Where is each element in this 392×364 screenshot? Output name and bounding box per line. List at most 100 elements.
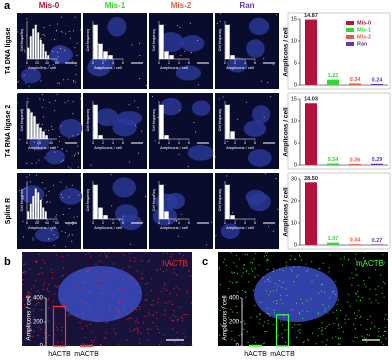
spot (71, 234, 73, 236)
inset-tick-label: 4 (112, 141, 114, 145)
spot (50, 268, 52, 270)
spot (360, 324, 362, 326)
spot (321, 322, 323, 324)
spot (374, 269, 377, 271)
spot (222, 308, 225, 310)
spot (118, 301, 120, 304)
spot (366, 328, 368, 330)
spot (364, 251, 366, 253)
spot (140, 278, 142, 280)
histogram-bar (93, 104, 98, 139)
spot (173, 309, 175, 312)
spot (347, 258, 349, 260)
spot (321, 329, 323, 331)
spot (186, 265, 188, 268)
spot (131, 276, 133, 278)
spot (362, 257, 365, 259)
histogram-bar (47, 55, 50, 59)
spot (339, 337, 341, 339)
spot (363, 279, 365, 282)
spot (237, 319, 240, 322)
spot (385, 338, 387, 340)
spot (48, 320, 50, 323)
spot (322, 262, 324, 264)
spot (25, 332, 27, 334)
spot (42, 259, 44, 261)
spot (23, 304, 26, 306)
spot (81, 287, 83, 289)
spot (129, 252, 131, 255)
spot (121, 301, 124, 303)
spot (321, 327, 323, 329)
spot (19, 190, 21, 192)
spot (27, 303, 29, 305)
spot (367, 318, 369, 320)
inset-tick-label: 0 (92, 221, 94, 225)
inset-x-label: Amplicons / cell (94, 65, 122, 70)
histogram-bar (45, 135, 48, 139)
spot (368, 335, 371, 337)
spot (319, 268, 321, 270)
spot (61, 326, 63, 328)
y-axis-label: Amplicons / cell (283, 187, 290, 237)
spot (320, 290, 322, 292)
spot (247, 341, 249, 343)
histogram-bar (230, 55, 235, 59)
spot (70, 167, 72, 169)
spot (184, 336, 186, 338)
spot (363, 283, 365, 285)
spot (184, 51, 186, 53)
spot (130, 243, 132, 245)
legend-label: Mis-0 (357, 20, 371, 26)
spot (218, 98, 220, 100)
spot (228, 295, 231, 297)
spot (241, 289, 243, 292)
spot (162, 253, 165, 255)
spot (217, 308, 219, 310)
spot (28, 291, 30, 294)
inset-x-label: Amplicons / cell (28, 145, 56, 150)
inset-y-label: Cell frequency (86, 109, 90, 132)
spot (147, 260, 149, 262)
spot (293, 266, 295, 268)
spot (134, 257, 136, 259)
spot (30, 322, 33, 324)
histogram-bar (39, 200, 42, 219)
spot (42, 34, 44, 36)
spot (121, 251, 123, 253)
spot (235, 305, 237, 307)
spot (332, 291, 334, 293)
spot (21, 320, 23, 322)
spot (155, 311, 158, 313)
spot (164, 309, 166, 311)
spot (33, 316, 35, 319)
spot (172, 263, 174, 265)
spot (196, 40, 198, 42)
spot (31, 335, 33, 337)
spot (265, 330, 267, 333)
spot (26, 18, 28, 20)
spot (339, 343, 341, 345)
spot (24, 271, 26, 273)
spot (218, 334, 221, 336)
spot (81, 327, 84, 329)
spot (27, 290, 29, 293)
bar (275, 314, 290, 347)
spot (224, 258, 226, 261)
spot (247, 281, 250, 283)
spot (245, 291, 247, 293)
spot (62, 197, 64, 199)
inset-tick-label: 0 (158, 141, 160, 145)
spot (27, 101, 29, 103)
spot (233, 262, 235, 264)
spot (56, 228, 58, 230)
spot (49, 101, 51, 103)
spot (166, 269, 168, 271)
spot (375, 288, 377, 290)
inset-tick-label: 4 (178, 61, 180, 65)
nucleus (180, 35, 205, 52)
spot (67, 235, 69, 237)
spot (72, 135, 74, 137)
column-header: Mis-1 (105, 1, 126, 10)
spot (54, 151, 56, 153)
